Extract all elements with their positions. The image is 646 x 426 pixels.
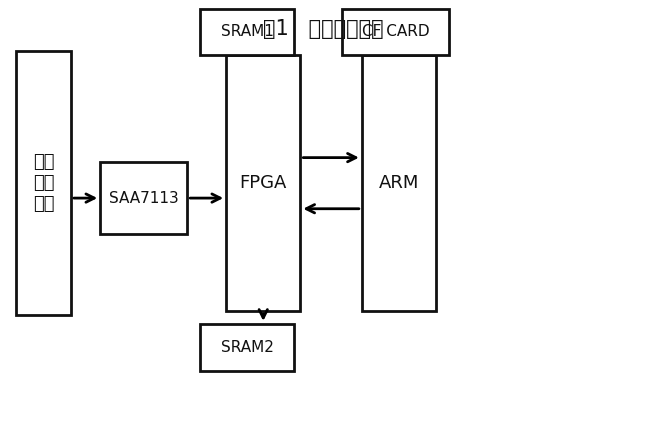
Text: ARM: ARM bbox=[379, 174, 419, 192]
Text: SAA7113: SAA7113 bbox=[109, 190, 178, 206]
Text: 视频
模拟
信号: 视频 模拟 信号 bbox=[33, 153, 54, 213]
Text: SRAM2: SRAM2 bbox=[221, 340, 273, 355]
Bar bbox=[226, 55, 300, 311]
Text: SRAM1: SRAM1 bbox=[221, 24, 273, 40]
Bar bbox=[16, 51, 71, 315]
Text: CF CARD: CF CARD bbox=[362, 24, 430, 40]
Bar bbox=[200, 9, 294, 55]
Bar bbox=[200, 324, 294, 371]
Bar bbox=[100, 162, 187, 234]
Text: FPGA: FPGA bbox=[240, 174, 287, 192]
Bar bbox=[362, 55, 436, 311]
Text: 图1   系统结构框图: 图1 系统结构框图 bbox=[263, 19, 383, 39]
Bar bbox=[342, 9, 449, 55]
